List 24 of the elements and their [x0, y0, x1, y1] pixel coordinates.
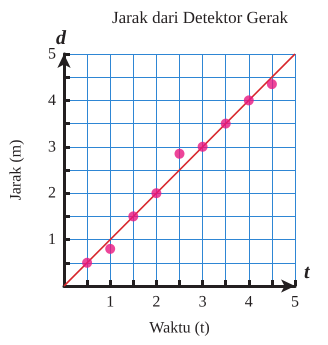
y-tick-label: 2	[48, 184, 56, 202]
x-axis-title: Waktu (t)	[149, 320, 210, 336]
x-tick-label: 4	[244, 294, 253, 310]
text: t	[304, 261, 311, 283]
y-axis-title: Jarak (m)	[8, 140, 24, 200]
x-tick-label: 1	[106, 294, 114, 310]
y-tick-label: 4	[48, 92, 56, 109]
chart-title: Jarak dari Detektor Gerak	[112, 8, 289, 27]
point	[82, 258, 92, 268]
text: d	[56, 27, 67, 49]
x-tick-label: 3	[198, 294, 207, 310]
point	[220, 118, 231, 129]
x-tick-label: 5	[291, 294, 299, 310]
point	[174, 148, 184, 159]
y-tick-label: 3	[48, 138, 56, 156]
point	[198, 142, 208, 152]
y-tick-label: 1	[48, 231, 56, 248]
point	[151, 188, 162, 198]
y-tick-label: 5	[48, 46, 56, 62]
point	[266, 79, 277, 90]
point	[105, 244, 116, 254]
point	[128, 211, 138, 222]
x-tick-label: 2	[152, 294, 160, 310]
point	[244, 95, 254, 106]
